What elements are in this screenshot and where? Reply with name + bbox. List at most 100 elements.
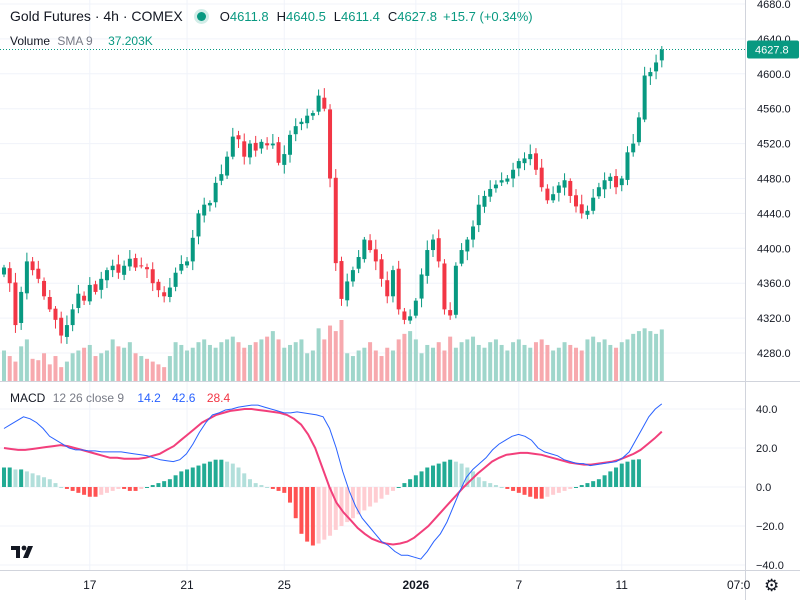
volume-params: SMA 9 (57, 34, 93, 48)
volume-bar (511, 342, 516, 381)
candle-body (333, 177, 338, 264)
candlesticks (2, 46, 664, 344)
histogram-bar (36, 475, 41, 487)
candle-body (156, 281, 161, 291)
price-tick-label: 4520.0 (757, 139, 791, 151)
volume-bar (242, 347, 247, 381)
volume-bar (539, 339, 544, 381)
histogram-bar (139, 487, 144, 489)
price-tick-label: 4560.0 (757, 104, 791, 116)
volume-bar (654, 333, 659, 381)
volume-bar (505, 350, 510, 381)
histogram-bar (47, 479, 52, 487)
time-tick-label: 21 (180, 578, 194, 592)
volume-bar (47, 364, 52, 381)
histogram-bar (636, 459, 641, 487)
candle-body (59, 317, 64, 336)
volume-bar (591, 336, 596, 381)
histogram-bar (419, 471, 424, 487)
candle-body (373, 249, 378, 262)
candle-body (579, 204, 584, 214)
histogram-bar (390, 487, 395, 491)
volume-bar (276, 339, 281, 381)
histogram-bar (533, 487, 538, 499)
low-label: L (333, 8, 342, 24)
histogram-bar (24, 471, 29, 487)
tradingview-logo-icon[interactable] (8, 540, 38, 562)
candle-body (465, 239, 470, 252)
candle-body (47, 296, 52, 310)
histogram-bar (562, 487, 567, 491)
high-value: 4640.5 (286, 8, 326, 24)
candle-body (602, 180, 607, 190)
macd-legend[interactable]: MACD 12 26 close 9 14.2 42.6 28.4 (10, 391, 230, 405)
volume-bar (596, 342, 601, 381)
volume-bar (402, 333, 407, 381)
volume-bar (36, 360, 41, 381)
macd-line (3, 403, 663, 560)
candle-body (408, 316, 413, 321)
histogram-bar (431, 465, 435, 487)
macd-params: 12 26 close 9 (52, 391, 125, 405)
price-tick-label: 4480.0 (757, 174, 791, 186)
candle-body (270, 143, 275, 146)
volume-bar (13, 361, 18, 381)
volume-bar (585, 339, 590, 381)
candle-body (625, 152, 630, 180)
candle-body (522, 158, 527, 164)
histogram-bar (608, 471, 613, 487)
symbol-title[interactable]: Gold Futures · 4h · COMEX (10, 8, 183, 24)
volume-bar (104, 350, 109, 381)
histogram-bar (282, 487, 287, 493)
candle-body (53, 308, 58, 320)
histogram-bar (70, 487, 75, 491)
open-value: 4611.8 (229, 8, 269, 24)
volume-bar (64, 361, 69, 381)
volume-bar (253, 342, 258, 381)
histogram-bar (19, 469, 24, 487)
candle-body (207, 202, 212, 206)
candle-body (545, 188, 550, 201)
time-tick-label: 17 (83, 578, 97, 592)
histogram-bar (190, 467, 195, 487)
volume-bar (173, 342, 178, 381)
candle-body (448, 310, 453, 316)
volume-bar (116, 346, 121, 381)
histogram-bar (145, 487, 149, 488)
histogram-bar (413, 475, 418, 487)
histogram-bar (631, 459, 636, 487)
volume-bars (2, 320, 664, 381)
histogram-bar (225, 461, 230, 487)
histogram-bar (213, 459, 218, 487)
candle-body (30, 261, 35, 271)
candle-body (64, 325, 69, 337)
volume-bar (87, 344, 92, 381)
volume-bar (133, 353, 138, 381)
volume-legend[interactable]: Volume SMA 9 37.203K (10, 34, 153, 48)
candle-body (259, 141, 264, 149)
settings-gear-icon[interactable]: ⚙ (764, 576, 780, 595)
time-tick-label: 11 (616, 578, 629, 592)
volume-bar (431, 347, 435, 381)
volume-bar (156, 364, 161, 381)
candle-body (636, 117, 641, 143)
histogram-bar (493, 485, 498, 487)
candle-body (76, 293, 81, 308)
candle-body (356, 257, 361, 269)
price-tick-label: 4360.0 (757, 278, 791, 290)
volume-bar (390, 350, 395, 381)
histogram-bar (425, 467, 430, 487)
candle-body (648, 72, 653, 77)
volume-bar (659, 329, 664, 381)
histogram-bar (87, 487, 92, 497)
candle-body (230, 136, 235, 157)
volume-bar (185, 350, 190, 381)
volume-bar (265, 336, 270, 381)
candle-body (196, 213, 201, 237)
candle-body (488, 188, 493, 197)
histogram-bar (242, 473, 247, 487)
candle-body (293, 126, 298, 135)
candle-body (127, 258, 132, 267)
candle-body (42, 280, 47, 297)
